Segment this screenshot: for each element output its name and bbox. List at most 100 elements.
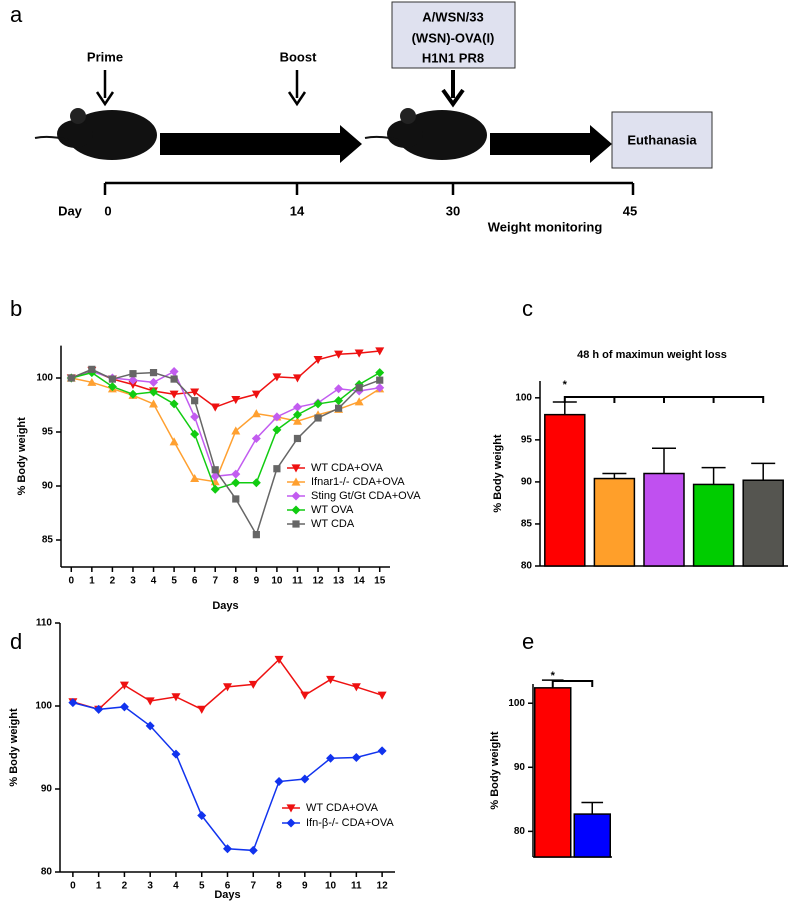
panel-e: e 80 90 100 % Body weight *: [489, 629, 612, 858]
marker: [286, 818, 296, 828]
x-tick-label: 10: [325, 881, 337, 892]
marker: [67, 374, 75, 382]
marker: [88, 365, 96, 373]
y-axis-label: % Body weight: [489, 731, 501, 810]
big-arrow: [160, 125, 362, 163]
bar: [742, 479, 784, 567]
marker: [326, 753, 336, 763]
marker: [169, 399, 179, 409]
x-tick-label: 12: [377, 881, 389, 892]
marker: [274, 777, 284, 787]
x-tick-label: 11: [292, 576, 303, 587]
marker: [190, 412, 200, 422]
significance-bracket: [551, 680, 594, 687]
x-tick-label: 3: [147, 881, 153, 892]
y-tick-label: 110: [36, 618, 53, 629]
x-tick-label: 10: [271, 576, 283, 587]
marker: [145, 697, 155, 706]
marker: [128, 380, 138, 389]
marker: [273, 465, 281, 473]
marker: [232, 495, 240, 503]
marker: [286, 804, 296, 813]
marker: [291, 505, 301, 515]
bar: [573, 813, 611, 858]
marker: [251, 409, 261, 418]
panel-label: e: [522, 629, 534, 654]
x-tick-label: 3: [130, 576, 136, 587]
y-tick-label: 80: [514, 826, 526, 837]
x-axis-label: Days: [212, 600, 238, 612]
panel-c: c 80 85 90 95 100 % Body weight 48 h of maximun…: [492, 296, 788, 572]
marker: [351, 752, 361, 762]
marker: [252, 531, 260, 539]
marker: [291, 491, 301, 501]
marker: [68, 698, 78, 708]
marker: [291, 464, 301, 473]
marker: [314, 414, 322, 422]
marker: [313, 399, 323, 409]
y-tick-label: 90: [521, 477, 533, 488]
marker: [171, 749, 181, 759]
marker: [375, 368, 385, 378]
day: 30: [446, 203, 460, 218]
marker: [94, 704, 104, 714]
challenge-line: (WSN)-OVA(I): [412, 30, 495, 45]
x-tick-label: 0: [69, 576, 75, 587]
marker: [292, 402, 302, 412]
x-tick-label: 9: [302, 881, 308, 892]
marker: [210, 403, 220, 412]
marker: [313, 356, 323, 365]
y-tick-label: 100: [508, 698, 525, 709]
marker: [351, 683, 361, 692]
panel-a: a Prime Boost A/WSN/33 (WSN)-OVA(I) H1N1…: [10, 1, 713, 234]
y-tick-label: 80: [521, 561, 533, 572]
prime-label: Prime: [87, 49, 123, 64]
significance: *: [551, 670, 556, 682]
marker: [274, 655, 284, 665]
marker: [171, 693, 181, 702]
end-box: [611, 111, 713, 169]
marker: [334, 350, 344, 359]
marker: [300, 691, 310, 700]
x-tick-label: 6: [225, 881, 231, 892]
arrow-head: [441, 88, 465, 108]
marker: [334, 384, 344, 394]
y-tick-label: 80: [41, 867, 53, 878]
marker: [128, 375, 138, 385]
y-tick-label: 90: [514, 762, 526, 773]
x-tick-label: 1: [89, 576, 95, 587]
marker: [190, 388, 200, 397]
marker: [223, 844, 232, 854]
marker: [87, 377, 97, 386]
marker: [149, 387, 159, 397]
x-tick-label: 14: [354, 576, 366, 587]
marker: [248, 845, 258, 855]
marker: [231, 478, 241, 488]
panel-label: d: [10, 629, 22, 654]
marker: [119, 681, 129, 690]
marker: [190, 429, 200, 439]
mouse: [34, 108, 157, 160]
x-tick-label: 2: [110, 576, 116, 587]
x-tick-label: 8: [233, 576, 239, 587]
legend-label: Ifnar1-/- CDA+OVA: [311, 476, 405, 488]
x-tick-label: 7: [212, 576, 218, 587]
legend-label: WT CDA+OVA: [311, 462, 384, 474]
marker: [190, 473, 200, 483]
marker: [326, 675, 336, 684]
series-line: [71, 350, 380, 409]
series-line: [70, 368, 380, 537]
bar: [544, 413, 586, 567]
y-axis-label: % Body weight: [492, 434, 504, 513]
day: 14: [290, 203, 305, 218]
big-arrow: [490, 125, 612, 163]
x-tick-label: 5: [199, 881, 205, 892]
y-tick-label: 95: [521, 435, 533, 446]
x-tick-label: 15: [374, 576, 386, 587]
marker: [149, 369, 158, 377]
marker: [355, 384, 363, 392]
marker: [231, 396, 241, 405]
